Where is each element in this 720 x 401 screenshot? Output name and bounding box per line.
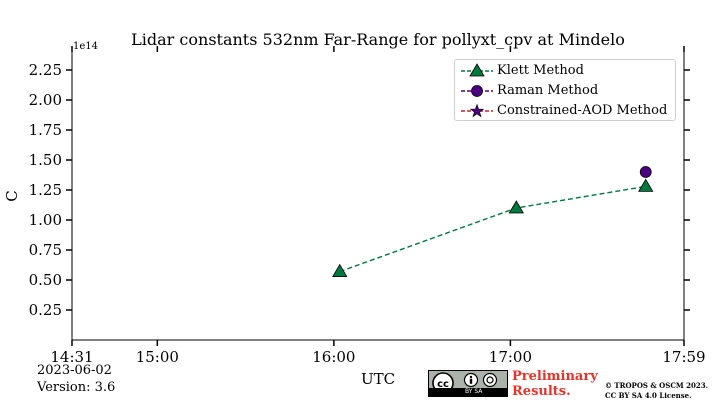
y-tick-label: 1.25 (29, 181, 62, 199)
legend-constrained-aod-label: Constrained-AOD Method (497, 103, 668, 118)
legend-klett-marker (461, 63, 493, 77)
y-tick-label: 0.50 (29, 271, 62, 289)
y-tick-label: 0.75 (29, 241, 62, 259)
ticks: 14:31 15:00 16:00 17:00 17:59 0.25 0.50 0.75 1.0… (29, 46, 706, 366)
preliminary-notice: Preliminary Results. (512, 369, 598, 399)
y-tick-label: 0.25 (29, 301, 62, 319)
series-line-0 (339, 185, 646, 273)
x-tick-label: 17:00 (489, 348, 532, 366)
footer-date: 2023-06-02 (37, 363, 112, 378)
y-axis-label: C (3, 190, 21, 201)
x-tick-label: 14:31 (50, 348, 93, 366)
data-point-circle (639, 166, 652, 178)
x-tick-label: 16:00 (312, 348, 355, 366)
legend-raman-marker (461, 85, 493, 97)
legend-constrained-aod-marker (461, 103, 493, 118)
y-tick-label: 2.25 (29, 61, 62, 79)
legend: Klett Method Raman Method Constrained-AO… (454, 59, 676, 121)
preliminary-line-1: Preliminary (512, 369, 598, 384)
legend-item-klett: Klett Method (455, 61, 675, 81)
preliminary-line-2: Results. (512, 384, 571, 399)
data-point-triangle (332, 263, 348, 278)
footer-version: Version: 3.6 (37, 380, 116, 395)
y-tick-label: 1.00 (29, 211, 62, 229)
svg-text:cc: cc (437, 379, 449, 390)
legend-klett-label: Klett Method (497, 63, 584, 78)
legend-item-constrained-aod: Constrained-AOD Method (455, 101, 675, 121)
series (332, 166, 654, 278)
x-tick-label: 15:00 (136, 348, 179, 366)
y-tick-label: 1.50 (29, 151, 62, 169)
legend-item-raman: Raman Method (455, 81, 675, 101)
y-tick-label: 2.00 (29, 91, 62, 109)
cc-logo-icon: cc (432, 372, 498, 390)
y-tick-label: 1.75 (29, 121, 62, 139)
cc-badge-label: BY SA (429, 388, 507, 396)
cc-license-badge: cc BY SA (428, 370, 508, 397)
copyright-line-2: CC BY SA 4.0 License. (605, 391, 692, 400)
x-axis-label: UTC (361, 370, 395, 388)
data-point-triangle (638, 178, 654, 192)
chart-title: Lidar constants 532nm Far-Range for poll… (131, 30, 625, 49)
y-offset-text: 1e14 (73, 41, 98, 52)
copyright-notice: © TROPOS & OSCM 2023. CC BY SA 4.0 Licen… (605, 381, 708, 401)
legend-raman-label: Raman Method (497, 83, 599, 98)
x-tick-label: 17:59 (662, 348, 705, 366)
copyright-line-1: © TROPOS & OSCM 2023. (605, 381, 709, 390)
data-point-triangle (508, 200, 524, 214)
